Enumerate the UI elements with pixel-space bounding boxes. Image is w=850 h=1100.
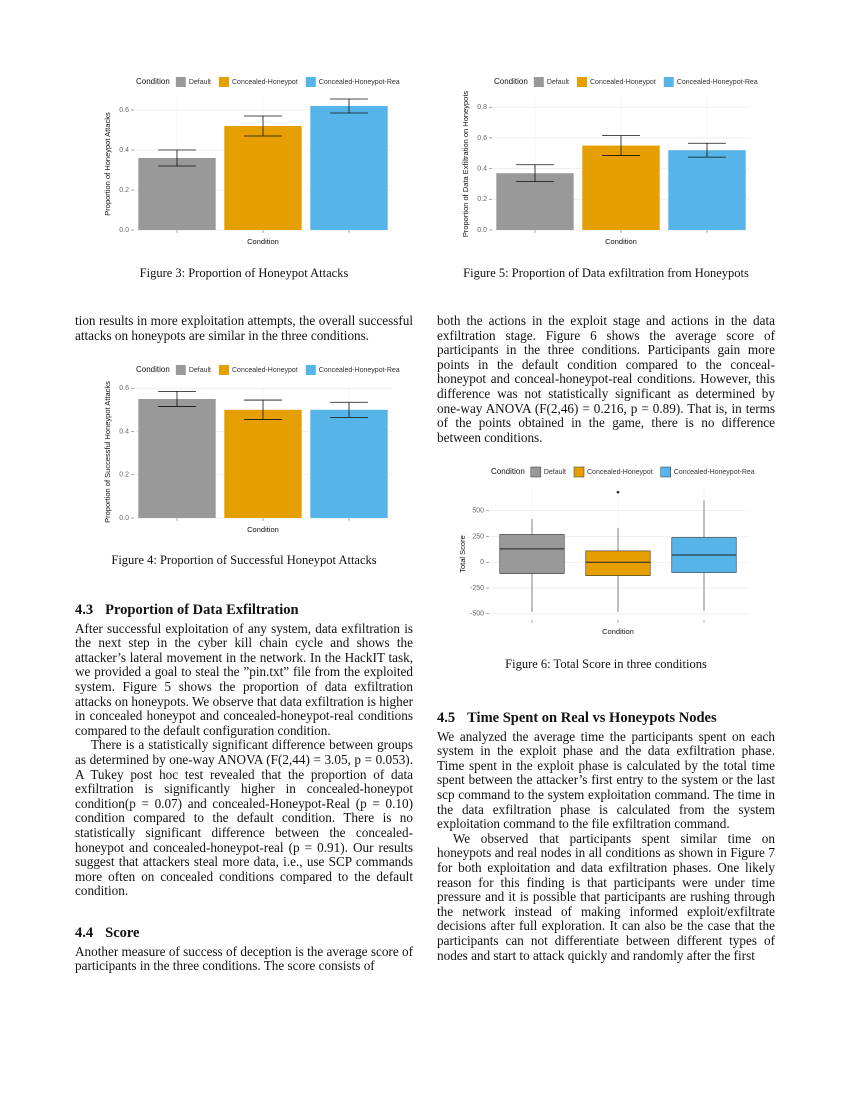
figure-4: Condition Default Concealed-Honeypot Concea… <box>103 365 400 534</box>
y-axis-label: Proportion of Honeypot Attacks <box>103 112 112 216</box>
legend-swatch <box>219 365 229 375</box>
legend-title: Condition <box>494 77 528 86</box>
section-title: Score <box>105 925 140 941</box>
legend-swatch <box>660 466 672 478</box>
section-heading: 4.5 Time Spent on Real vs Honeypots Nodes <box>437 711 775 726</box>
y-tick-label: -250 <box>470 585 484 592</box>
legend-swatch <box>175 77 186 87</box>
y-tick-label: -500 <box>470 611 484 618</box>
y-tick-label: 0.6 <box>119 385 129 392</box>
legend-label: Concealed-Honeypot-Real <box>677 79 758 86</box>
legend-swatch <box>305 77 316 87</box>
legend-label: Concealed-Honeypot-Real <box>674 469 755 476</box>
caption: Figure 4: Proportion of Successful Honey… <box>111 553 377 567</box>
y-tick-label: 0.8 <box>477 104 487 111</box>
y-tick-label: 0.6 <box>119 107 129 114</box>
x-axis-label: Condition <box>605 237 637 246</box>
y-tick-label: 0.4 <box>119 428 129 435</box>
caption: Figure 3: Proportion of Honeypot Attacks <box>139 266 349 280</box>
y-axis-label: Total Score <box>458 535 467 573</box>
text-block: 4.5 Time Spent on Real vs Honeypots Nodes… <box>437 711 775 963</box>
paragraph: We analyzed the average time the partici… <box>437 728 775 832</box>
legend-title: Condition <box>136 365 170 374</box>
legend-label: Default <box>544 469 566 476</box>
legend-swatch <box>577 77 587 87</box>
paragraph: tion results in more exploitation attemp… <box>75 313 413 343</box>
text-block: tion results in more exploitation attemp… <box>75 313 413 343</box>
y-tick-label: 0.0 <box>119 227 129 234</box>
bar <box>138 158 216 230</box>
y-tick-label: 500 <box>472 508 484 515</box>
bar <box>224 126 302 230</box>
legend-swatch <box>663 77 674 87</box>
bar <box>224 409 302 518</box>
section-number: 4.5 <box>437 710 456 726</box>
paragraph: After successful exploitation of any sys… <box>75 620 413 738</box>
figure-6: Condition Default Concealed-Honeypot Concea… <box>458 466 755 636</box>
legend-swatch <box>305 365 316 375</box>
y-tick-label: 0.4 <box>477 165 487 172</box>
paragraph: Another measure of success of deception … <box>75 943 413 974</box>
bar <box>138 398 216 518</box>
x-axis-label: Condition <box>247 525 279 534</box>
legend-label: Default <box>189 79 211 86</box>
legend-label: Concealed-Honeypot-Real <box>319 79 400 86</box>
y-tick-label: 0.2 <box>119 187 129 194</box>
y-tick-label: 0.2 <box>119 472 129 479</box>
section-number: 4.4 <box>75 925 94 941</box>
figure-3: Condition Default Concealed-Honeypot Concea… <box>103 77 400 246</box>
box <box>585 550 651 576</box>
x-axis-label: Condition <box>247 237 279 246</box>
legend-label: Default <box>189 367 211 374</box>
legend-swatch <box>175 365 186 375</box>
box <box>499 534 565 574</box>
section-title: Time Spent on Real vs Honeypots Nodes <box>467 710 717 726</box>
text-block: 4.3 Proportion of Data Exfiltration After … <box>75 603 413 899</box>
y-tick-label: 0.0 <box>477 227 487 234</box>
caption: Figure 6: Total Score in three condition… <box>505 657 707 671</box>
y-axis-label: Proportion of Successful Honeypot Attack… <box>103 381 112 523</box>
y-tick-label: 0.0 <box>119 515 129 522</box>
legend-title: Condition <box>491 467 525 476</box>
bar <box>310 409 388 518</box>
y-tick-label: 0.6 <box>477 135 487 142</box>
legend-label: Default <box>547 79 569 86</box>
y-tick-label: 0.4 <box>119 147 129 154</box>
legend-swatch <box>530 466 542 478</box>
y-tick-label: 250 <box>472 533 484 540</box>
paragraph: We observed that participants spent simi… <box>437 830 775 963</box>
bar <box>496 173 574 230</box>
legend-title: Condition <box>136 77 170 86</box>
text-block: both the actions in the exploit stage an… <box>437 313 775 445</box>
paragraph: both the actions in the exploit stage an… <box>437 313 775 445</box>
caption: Figure 5: Proportion of Data exfiltratio… <box>463 266 749 280</box>
legend-swatch <box>573 466 585 478</box>
legend-label: Concealed-Honeypot-Real <box>319 367 400 374</box>
bar <box>668 150 746 230</box>
bar <box>582 145 660 230</box>
section-number: 4.3 <box>75 602 94 618</box>
y-tick-label: 0.2 <box>477 196 487 203</box>
bar <box>310 106 388 230</box>
section-heading: 4.4 Score <box>75 926 413 941</box>
x-axis-label: Condition <box>602 627 634 636</box>
legend-label: Concealed-Honeypot <box>232 367 298 374</box>
legend-swatch <box>533 77 544 87</box>
section-heading: 4.3 Proportion of Data Exfiltration <box>75 603 413 618</box>
text-block: 4.4 Score Another measure of success of de… <box>75 926 413 974</box>
paragraph: There is a statistically significant dif… <box>75 737 413 899</box>
outlier <box>616 490 620 494</box>
legend-label: Concealed-Honeypot <box>232 79 298 86</box>
y-tick-label: 0 <box>480 559 484 566</box>
legend-label: Concealed-Honeypot <box>590 79 656 86</box>
legend-label: Concealed-Honeypot <box>587 469 653 476</box>
y-axis-label: Proportion of Data Exfiltration on Honey… <box>461 91 470 238</box>
legend-swatch <box>219 77 229 87</box>
figure-5: Condition Default Concealed-Honeypot Concea… <box>461 77 758 246</box>
section-title: Proportion of Data Exfiltration <box>105 602 299 618</box>
